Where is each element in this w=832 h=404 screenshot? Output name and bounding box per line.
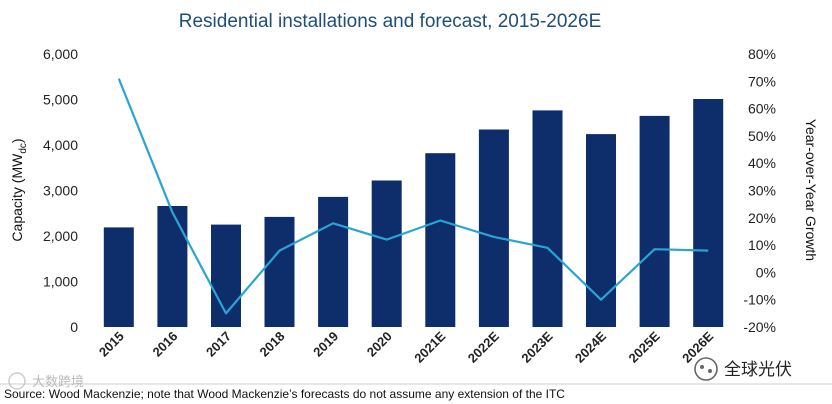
y2-axis-label: Year-over-Year Growth [803,119,819,261]
y-tick-label: 0 [70,319,78,335]
bar-2018 [264,216,295,327]
x-tick-label: 2021E [411,328,448,365]
y2-tick-label: 70% [748,73,776,89]
y-tick-label: 6,000 [43,46,78,62]
y2-tick-label: -10% [743,292,776,308]
x-tick-label: 2015 [96,329,127,360]
bar-2022E [478,129,509,327]
watermark-logo-icon [694,357,718,381]
y2-tick-label: 50% [748,128,776,144]
x-tick-label: 2017 [203,329,234,360]
y2-tick-label: 10% [748,237,776,253]
y2-tick-label: 20% [748,210,776,226]
y-tick-label: 2,000 [43,228,78,244]
x-tick-label: 2022E [465,328,502,365]
bar-2021E [425,153,456,327]
bar-2019 [318,196,349,327]
y2-tick-label: 30% [748,183,776,199]
watermark-left: 大数跨境 [8,372,84,390]
x-tick-label: 2019 [310,329,341,360]
x-tick-label: 2025E [626,328,663,365]
watermark-right: 全球光伏 [694,357,792,381]
y-tick-label: 5,000 [43,92,78,108]
source-note: Source: Wood Mackenzie; note that Wood M… [4,387,565,401]
watermark-logo-dot2-icon [708,369,712,373]
bar-series [103,99,724,328]
bar-2026E [693,99,724,327]
growth-line [117,78,709,315]
watermark-left-text: 大数跨境 [32,375,84,390]
chart-title: Residential installations and forecast, … [179,11,602,32]
y2-tick-label: 60% [748,101,776,117]
x-tick-label: 2023E [518,328,555,365]
y-tick-label: 1,000 [43,274,78,290]
x-tick-label: 2024E [572,328,609,365]
watermark-text: 全球光伏 [724,360,792,380]
y-axis-label: Capacity (MWdc) [9,138,29,241]
y-tick-label: 4,000 [43,137,78,153]
y-tick-label: 3,000 [43,183,78,199]
growth-line-series [117,78,709,315]
y-axis-label-close: ) [9,138,25,143]
y-axis-label-main: Capacity (MW [9,153,25,242]
y2-tick-label: 40% [748,155,776,171]
watermark-logo-dot-icon [700,365,704,369]
bar-2015 [103,227,134,327]
left-axis: 0 1,000 2,000 3,000 4,000 5,000 6,000 [43,46,78,335]
y-axis-label-sub: dc [18,143,29,154]
bar-2017 [211,224,241,327]
right-axis: -20% -10% 0% 10% 20% 30% 40% 50% 60% 70% 80% [743,46,776,335]
bar-2025E [639,115,670,328]
watermark-left-icon [8,372,26,390]
x-tick-label: 2016 [149,329,180,360]
y2-tick-label: 80% [748,46,776,62]
bar-2024E [586,134,616,327]
y2-tick-label: -20% [743,319,776,335]
bar-2023E [532,110,563,328]
x-tick-label: 2020 [364,329,395,360]
x-axis: 2015 2016 2017 2018 2019 2020 2021E 2022E 2023E 2… [96,328,717,365]
x-tick-label: 2018 [257,329,288,360]
bar-2020 [371,180,402,327]
bar-2016 [157,206,188,327]
y2-tick-label: 0% [756,264,776,280]
